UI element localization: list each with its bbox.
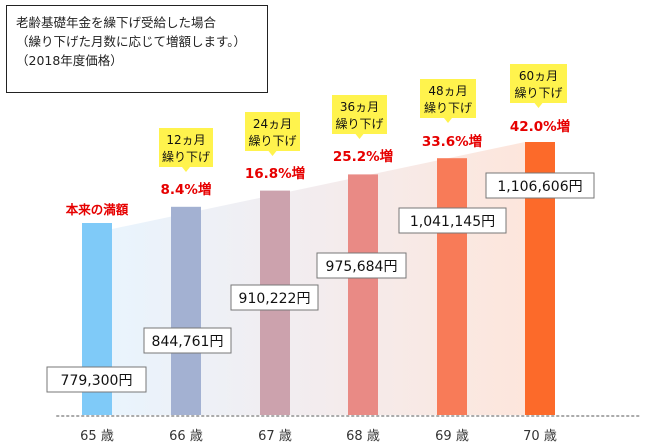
deferral-callout-text: 繰り下げ (162, 150, 210, 164)
bar-68 (348, 174, 378, 415)
value-label-box (46, 366, 147, 393)
x-tick-label: 65 歳 (80, 429, 114, 443)
deferral-callout-text: 48ヵ月 (428, 84, 467, 98)
value-label: 910,222円 (239, 291, 311, 307)
increase-label: 16.8%増 (245, 165, 305, 182)
deferral-callout-text: 繰り下げ (248, 134, 296, 148)
deferral-callout-bubble (332, 95, 387, 139)
x-tick-label: 67 歳 (258, 429, 292, 443)
value-label: 1,041,145円 (410, 214, 495, 230)
value-label-box (230, 284, 319, 311)
value-label-box (143, 327, 232, 354)
note-line-title: 老齢基礎年金を繰下げ受給した場合 (16, 15, 217, 30)
deferral-callout-text: 繰り下げ (514, 86, 562, 100)
x-tick-label: 66 歳 (169, 429, 203, 443)
bar-69 (437, 158, 467, 415)
deferral-callout-bubble (420, 79, 476, 123)
value-label: 975,684円 (326, 259, 398, 275)
x-tick-label: 68 歳 (346, 429, 380, 443)
increase-label: 33.6%増 (422, 133, 482, 150)
value-label: 779,300円 (61, 373, 133, 389)
increase-label: 本来の満額 (66, 202, 129, 217)
deferral-callout-bubble (159, 128, 213, 172)
note-line-price-year: （2018年度価格） (16, 53, 123, 68)
deferral-callout-text: 繰り下げ (424, 101, 472, 115)
deferral-callout-text: 繰り下げ (335, 117, 383, 131)
value-label-box (485, 172, 595, 199)
increase-label: 25.2%増 (333, 148, 393, 165)
deferral-callout-text: 36ヵ月 (340, 100, 379, 114)
value-label: 1,106,606円 (497, 179, 582, 195)
deferral-callout-text: 12ヵ月 (166, 133, 205, 147)
increase-label: 42.0%増 (510, 118, 570, 135)
value-label-box (316, 252, 407, 279)
x-tick-label: 70 歳 (523, 429, 557, 443)
deferral-callout-bubble (245, 112, 300, 156)
note-line-detail: （繰り下げた月数に応じて増額します。） (16, 34, 247, 49)
chart-note-box: 老齢基礎年金を繰下げ受給した場合 （繰り下げた月数に応じて増額します。） （20… (6, 5, 268, 93)
deferral-callout-bubble (510, 64, 567, 108)
bar-66 (171, 206, 201, 415)
increase-label: 8.4%増 (161, 181, 212, 198)
x-tick-label: 69 歳 (435, 429, 469, 443)
value-label-box (398, 207, 507, 234)
deferral-callout-text: 60ヵ月 (519, 69, 558, 83)
value-label: 844,761円 (152, 334, 224, 350)
deferral-callout-text: 24ヵ月 (253, 117, 292, 131)
